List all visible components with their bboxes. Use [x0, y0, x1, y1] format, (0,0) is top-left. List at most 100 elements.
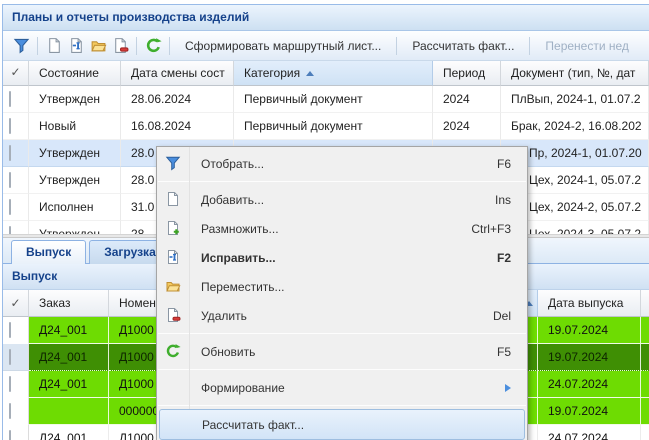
menu-separator [158, 405, 526, 406]
row-checkbox[interactable] [9, 376, 11, 392]
cell-release-date: 19.07.2024 [538, 344, 641, 371]
submenu-arrow-icon [505, 383, 511, 392]
menu-item-label: Рассчитать факт... [202, 417, 305, 432]
cell-state: Утвержден [29, 140, 121, 167]
select-all-header[interactable]: ✓ [3, 290, 29, 317]
menu-item-refresh[interactable]: Обновить F5 [157, 337, 527, 366]
column-header-state[interactable]: Состояние [29, 61, 121, 86]
cell-extra [641, 371, 649, 398]
main-toolbar: Сформировать маршрутный лист... Рассчита… [3, 31, 649, 61]
menu-item-label: Переместить... [201, 279, 285, 294]
filter-icon[interactable] [10, 35, 32, 57]
menu-item-label: Отобрать... [201, 156, 265, 171]
menu-item-move[interactable]: Переместить... [157, 272, 527, 301]
menu-item-label: Удалить [201, 308, 247, 323]
cell-state: Утвержден [29, 167, 121, 194]
row-checkbox[interactable] [9, 172, 11, 188]
cell-release-date: 19.07.2024 [538, 398, 641, 425]
toolbar-separator [529, 36, 531, 55]
transfer-button: Перенести нед [535, 35, 639, 57]
menu-item-duplicate[interactable]: Размножить... Ctrl+F3 [157, 214, 527, 243]
cell-order [29, 398, 109, 425]
row-checkbox[interactable] [9, 349, 11, 365]
menu-item-label: Обновить [201, 344, 256, 359]
window-title: Планы и отчеты производства изделий [3, 5, 649, 31]
row-checkbox[interactable] [9, 145, 11, 161]
toolbar-separator [37, 36, 38, 55]
cell-extra [641, 425, 649, 440]
form-route-list-button[interactable]: Сформировать маршрутный лист... [175, 35, 391, 57]
menu-shortcut: Ins [494, 192, 511, 207]
menu-item-label: Размножить... [201, 221, 279, 236]
refresh-icon[interactable] [142, 35, 164, 57]
cell-extra [641, 344, 649, 371]
menu-item-filter[interactable]: Отобрать... F6 [157, 149, 527, 178]
column-header-category[interactable]: Категория [234, 61, 433, 86]
column-header-release-date[interactable]: Дата выпуска [538, 290, 641, 317]
cell-state: Утвержден [29, 221, 121, 234]
row-checkbox[interactable] [9, 430, 11, 440]
cell-release-date: 24.07.2024 [538, 425, 641, 440]
cell-state: Исполнен [29, 194, 121, 221]
refresh-icon [164, 342, 182, 360]
select-all-header[interactable]: ✓ [3, 61, 29, 86]
menu-separator [158, 333, 526, 334]
cell-extra [641, 317, 649, 344]
cell-release-date: 19.07.2024 [538, 317, 641, 344]
row-checkbox[interactable] [9, 118, 11, 134]
move-folder-icon[interactable] [87, 35, 109, 57]
filter-icon [164, 154, 182, 172]
cell-state: Новый [29, 113, 121, 140]
cell-period: 2024 [433, 113, 501, 140]
column-header-document[interactable]: Документ (тип, №, дат [501, 61, 649, 86]
column-header-category-label: Категория [244, 66, 301, 80]
menu-item-add[interactable]: Добавить... Ins [157, 185, 527, 214]
row-checkbox[interactable] [9, 403, 11, 419]
menu-item-calc-fact[interactable]: Рассчитать факт... [159, 409, 525, 440]
table-row[interactable]: Утвержден 28.06.2024 Первичный документ … [3, 86, 649, 113]
column-header-date[interactable]: Дата смены сост [121, 61, 234, 86]
row-checkbox[interactable] [9, 322, 11, 338]
cell-state: Утвержден [29, 86, 121, 113]
table-row[interactable]: Новый 16.08.2024 Первичный документ 2024… [3, 113, 649, 140]
row-checkbox[interactable] [9, 199, 11, 215]
delete-icon [164, 306, 182, 324]
row-checkbox[interactable] [9, 91, 11, 107]
column-header-extra[interactable] [641, 290, 649, 317]
add-icon[interactable] [43, 35, 65, 57]
menu-item-edit[interactable]: Исправить... F2 [157, 243, 527, 272]
move-folder-icon [164, 277, 182, 295]
cell-order: Д24_001 [29, 425, 109, 440]
menu-item-delete[interactable]: Удалить Del [157, 301, 527, 330]
cell-document: ПлВып, 2024-1, 01.07.2 [501, 86, 649, 113]
menu-separator [158, 369, 526, 370]
menu-shortcut: F2 [496, 250, 511, 265]
menu-item-label: Добавить... [201, 192, 265, 207]
cell-order: Д24_001 [29, 371, 109, 398]
toolbar-separator [136, 36, 137, 55]
cell-period: 2024 [433, 86, 501, 113]
calc-fact-button[interactable]: Рассчитать факт... [402, 35, 524, 57]
menu-item-label: Формирование [201, 380, 285, 395]
cell-order: Д24_001 [29, 317, 109, 344]
edit-icon[interactable] [65, 35, 87, 57]
cell-date: 16.08.2024 [121, 113, 234, 140]
column-header-order[interactable]: Заказ [29, 290, 109, 317]
toolbar-separator [169, 36, 170, 55]
cell-order: Д24_001 [29, 344, 109, 371]
menu-shortcut: Ctrl+F3 [471, 221, 511, 236]
cell-extra [641, 398, 649, 425]
cell-category: Первичный документ [234, 113, 433, 140]
duplicate-icon [164, 219, 182, 237]
cell-release-date: 24.07.2024 [538, 371, 641, 398]
menu-item-label: Исправить... [201, 250, 276, 265]
tab-vypusk[interactable]: Выпуск [11, 240, 87, 264]
column-header-period[interactable]: Период [433, 61, 501, 86]
plans-table-header: ✓ Состояние Дата смены сост Категория Пе… [3, 61, 649, 86]
menu-item-formation[interactable]: Формирование [157, 373, 527, 402]
row-checkbox[interactable] [9, 226, 11, 234]
delete-icon[interactable] [109, 35, 131, 57]
plans-window: Планы и отчеты производства изделий Сфор… [2, 4, 649, 440]
cell-date: 28.06.2024 [121, 86, 234, 113]
edit-icon [164, 248, 182, 266]
